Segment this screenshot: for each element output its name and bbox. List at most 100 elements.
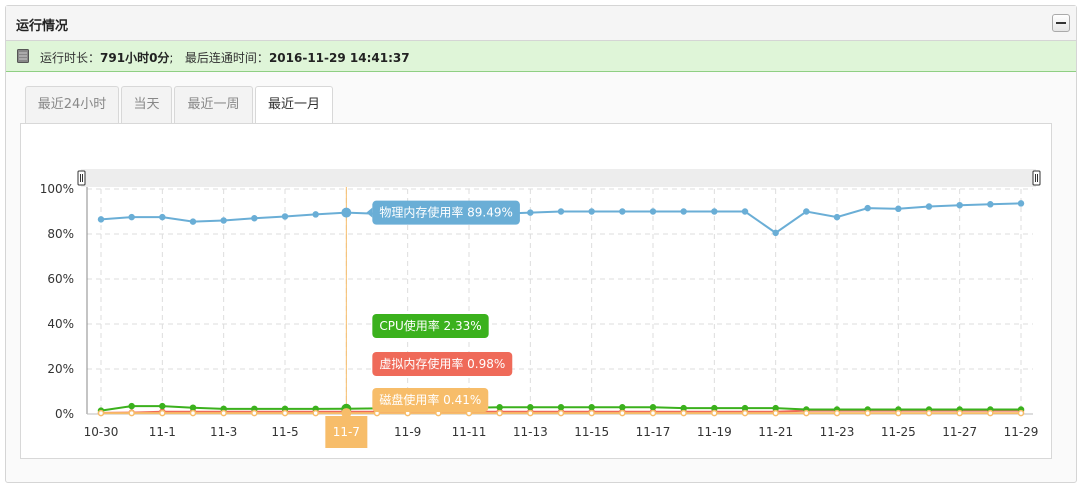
status-bar: 运行时长：791小时0分; 最后连通时间：2016-11-29 14:41:37 xyxy=(6,41,1076,72)
tooltip-box xyxy=(372,200,520,225)
x-tick-label: 11-27 xyxy=(942,425,977,439)
tooltip-text: 物理内存使用率 89.49% xyxy=(379,205,513,220)
tab-today[interactable]: 当天 xyxy=(121,86,172,123)
data-point xyxy=(772,409,779,417)
highlight-x-box xyxy=(325,416,368,448)
data-point xyxy=(251,215,258,222)
data-point xyxy=(895,205,902,213)
tooltip-text: 磁盘使用率 0.41% xyxy=(379,392,481,407)
data-point xyxy=(1017,409,1025,417)
data-point xyxy=(312,211,319,218)
data-point xyxy=(557,404,565,411)
tooltip-text: 虚拟内存使用率 0.98% xyxy=(379,356,505,371)
x-tick-label: 11-9 xyxy=(394,425,421,439)
status-text: 运行时长：791小时0分; 最后连通时间：2016-11-29 14:41:37 xyxy=(40,49,410,66)
data-point xyxy=(588,208,595,215)
data-point xyxy=(956,201,963,209)
data-point xyxy=(527,404,534,411)
data-point xyxy=(711,208,718,215)
tooltip-text: CPU使用率 2.33% xyxy=(379,318,481,333)
tooltip-virtual: 虚拟内存使用率 0.98% xyxy=(372,352,513,376)
data-point xyxy=(925,409,933,417)
tooltip-box xyxy=(372,388,489,412)
y-tick-label: 80% xyxy=(47,227,74,241)
x-tick-label: 11-3 xyxy=(210,425,237,439)
uptime-label: 运行时长： xyxy=(40,51,101,65)
tooltip-box xyxy=(372,352,513,376)
data-point xyxy=(189,218,197,225)
tab-last-24h[interactable]: 最近24小时 xyxy=(25,86,119,123)
data-point xyxy=(588,409,595,417)
x-tick-label: 11-11 xyxy=(452,425,487,439)
series-memory xyxy=(97,200,1025,237)
data-point xyxy=(97,216,105,223)
x-tick-label: 11-29 xyxy=(1004,425,1039,439)
data-point xyxy=(220,217,227,224)
data-point xyxy=(833,409,841,417)
data-point xyxy=(649,409,657,417)
data-point xyxy=(619,409,626,417)
data-point xyxy=(281,409,289,417)
data-point xyxy=(649,404,657,411)
tooltip-pointer xyxy=(366,207,373,218)
x-tick-label: 11-19 xyxy=(697,425,732,439)
x-tick-label: 10-30 xyxy=(84,425,119,439)
data-point xyxy=(159,402,166,410)
panel-header: 运行情况 xyxy=(6,6,1076,41)
tooltip-box xyxy=(372,314,489,338)
data-point xyxy=(128,213,135,221)
last-connect-label: 最后连通时间： xyxy=(184,51,269,65)
last-connect-value: 2016-11-29 14:41:37 xyxy=(268,51,410,65)
data-point xyxy=(772,229,779,237)
data-point xyxy=(619,404,626,411)
highlight-x-text: 11-7 xyxy=(333,425,360,439)
data-point xyxy=(864,204,871,212)
data-point xyxy=(128,409,135,417)
data-point xyxy=(189,409,197,417)
zoom-handle-right[interactable] xyxy=(1032,170,1041,186)
data-point xyxy=(803,208,810,215)
data-point xyxy=(956,409,963,417)
usage-line-chart[interactable]: 0% 20% 40% 60% 80% 100% 10-30 11-1 11-3 11-5 11-7 1… xyxy=(21,124,1051,458)
data-point xyxy=(833,213,841,221)
data-point xyxy=(159,409,166,417)
data-point xyxy=(159,213,166,221)
x-tick-label: 11-15 xyxy=(574,425,609,439)
data-point xyxy=(711,409,718,417)
y-tick-label: 0% xyxy=(55,407,74,421)
collapse-button[interactable] xyxy=(1052,14,1070,32)
y-tick-label: 60% xyxy=(47,272,74,286)
handle-box xyxy=(1032,170,1041,186)
data-point xyxy=(864,409,871,417)
data-point xyxy=(527,209,534,216)
data-point xyxy=(895,409,902,417)
x-tick-label: 11-13 xyxy=(513,425,548,439)
x-tick-label: 11-23 xyxy=(820,425,855,439)
series-disk xyxy=(97,408,1025,419)
minus-icon xyxy=(1056,22,1066,24)
y-tick-label: 100% xyxy=(40,182,74,196)
tab-last-week[interactable]: 最近一周 xyxy=(174,86,253,123)
data-point xyxy=(312,409,319,417)
tab-last-month[interactable]: 最近一月 xyxy=(255,86,333,125)
data-point xyxy=(987,409,994,417)
data-point xyxy=(1017,200,1025,207)
tooltip-memory: 物理内存使用率 89.49% xyxy=(366,200,520,225)
zoom-handle-left[interactable] xyxy=(77,170,86,186)
data-point xyxy=(557,409,565,417)
data-point xyxy=(496,409,503,417)
x-tick-label: 11-21 xyxy=(758,425,793,439)
tooltip-cpu: CPU使用率 2.33% xyxy=(372,314,489,338)
zoom-slider-track xyxy=(81,169,1036,187)
highlight-x-label: 11-7 xyxy=(325,416,368,448)
data-point xyxy=(281,213,289,220)
data-point xyxy=(680,409,687,417)
tooltip-disk: 磁盘使用率 0.41% xyxy=(372,388,489,412)
series-line xyxy=(100,202,1022,235)
data-point xyxy=(341,408,352,419)
data-point xyxy=(557,208,565,215)
data-point xyxy=(649,208,657,215)
data-point xyxy=(987,201,994,208)
data-point xyxy=(619,208,626,215)
data-point xyxy=(496,404,503,411)
